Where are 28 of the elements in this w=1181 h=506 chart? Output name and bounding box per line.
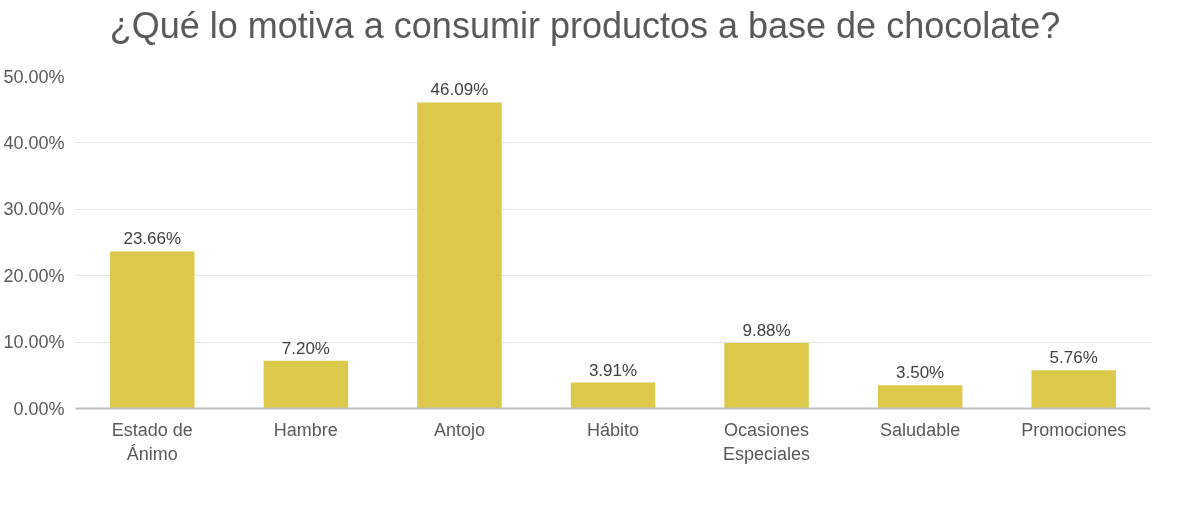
x-tick-label: Hábito (586, 419, 640, 440)
x-tick-label: Estado de Ánimo (111, 419, 193, 464)
data-label: 3.50% (896, 363, 945, 383)
x-tick-label: Saludable (880, 419, 961, 440)
bar (877, 385, 963, 409)
y-tick-label: 10.00% (3, 332, 65, 353)
bar (570, 382, 656, 409)
y-tick-label: 0.00% (13, 398, 65, 419)
bar (724, 343, 809, 409)
bar (110, 251, 195, 409)
data-label: 23.66% (123, 229, 182, 249)
data-label: 7.20% (281, 339, 330, 359)
data-label: 46.09% (430, 80, 489, 100)
y-tick-label: 40.00% (3, 133, 65, 154)
x-tick-label: Promociones (1021, 419, 1127, 440)
x-tick-label: Hambre (273, 419, 338, 440)
y-tick-label: 20.00% (3, 266, 65, 287)
bar (1031, 370, 1116, 409)
x-tick-label: Antojo (433, 419, 485, 440)
bar (263, 361, 349, 409)
y-tick-label: 30.00% (3, 199, 65, 220)
data-label: 9.88% (742, 321, 791, 341)
data-label: 3.91% (588, 360, 638, 380)
y-tick-label: 50.00% (3, 66, 65, 87)
bar (417, 102, 502, 409)
chart-title: ¿Qué lo motiva a consumir productos a base de chocolate? (109, 5, 1061, 47)
x-tick-label: Ocasiones Especiales (723, 419, 811, 464)
data-label: 5.76% (1049, 348, 1098, 368)
